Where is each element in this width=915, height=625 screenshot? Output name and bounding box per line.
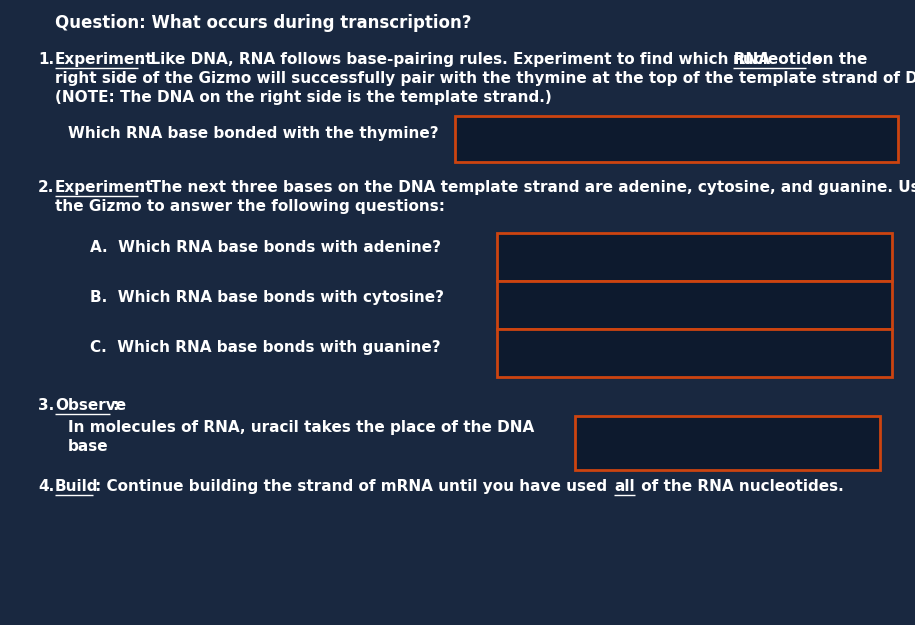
Text: Observe: Observe bbox=[55, 398, 126, 413]
Text: all: all bbox=[614, 479, 635, 494]
Text: 4.: 4. bbox=[38, 479, 54, 494]
Text: 2.: 2. bbox=[38, 180, 54, 195]
FancyBboxPatch shape bbox=[497, 233, 892, 281]
Text: C.  Which RNA base bonds with guanine?: C. Which RNA base bonds with guanine? bbox=[90, 340, 441, 355]
Text: 1.: 1. bbox=[38, 52, 54, 67]
Text: A.  Which RNA base bonds with adenine?: A. Which RNA base bonds with adenine? bbox=[90, 240, 441, 255]
Text: Experiment: Experiment bbox=[55, 52, 154, 67]
Text: : Continue building the strand of mRNA until you have used: : Continue building the strand of mRNA u… bbox=[95, 479, 612, 494]
FancyBboxPatch shape bbox=[497, 329, 892, 377]
Text: Experiment: Experiment bbox=[55, 180, 154, 195]
Text: Question: What occurs during transcription?: Question: What occurs during transcripti… bbox=[55, 14, 471, 32]
FancyBboxPatch shape bbox=[575, 416, 880, 470]
Text: : Like DNA, RNA follows base-pairing rules. Experiment to find which RNA: : Like DNA, RNA follows base-pairing rul… bbox=[139, 52, 775, 67]
Text: B.  Which RNA base bonds with cytosine?: B. Which RNA base bonds with cytosine? bbox=[90, 290, 444, 305]
Text: Which RNA base bonded with the thymine?: Which RNA base bonded with the thymine? bbox=[68, 126, 438, 141]
FancyBboxPatch shape bbox=[497, 281, 892, 329]
Text: nucleotide: nucleotide bbox=[733, 52, 824, 67]
Text: In molecules of RNA, uracil takes the place of the DNA: In molecules of RNA, uracil takes the pl… bbox=[68, 420, 534, 435]
Text: :: : bbox=[112, 398, 118, 413]
FancyBboxPatch shape bbox=[455, 116, 898, 162]
Text: : The next three bases on the DNA template strand are adenine, cytosine, and gua: : The next three bases on the DNA templa… bbox=[139, 180, 915, 195]
Text: (NOTE: The DNA on the right side is the template strand.): (NOTE: The DNA on the right side is the … bbox=[55, 90, 552, 105]
Text: the Gizmo to answer the following questions:: the Gizmo to answer the following questi… bbox=[55, 199, 445, 214]
Text: base: base bbox=[68, 439, 109, 454]
Text: of the RNA nucleotides.: of the RNA nucleotides. bbox=[636, 479, 844, 494]
Text: on the: on the bbox=[807, 52, 867, 67]
Text: 3.: 3. bbox=[38, 398, 54, 413]
Text: Build: Build bbox=[55, 479, 99, 494]
Text: right side of the Gizmo will successfully pair with the thymine at the top of th: right side of the Gizmo will successfull… bbox=[55, 71, 915, 86]
